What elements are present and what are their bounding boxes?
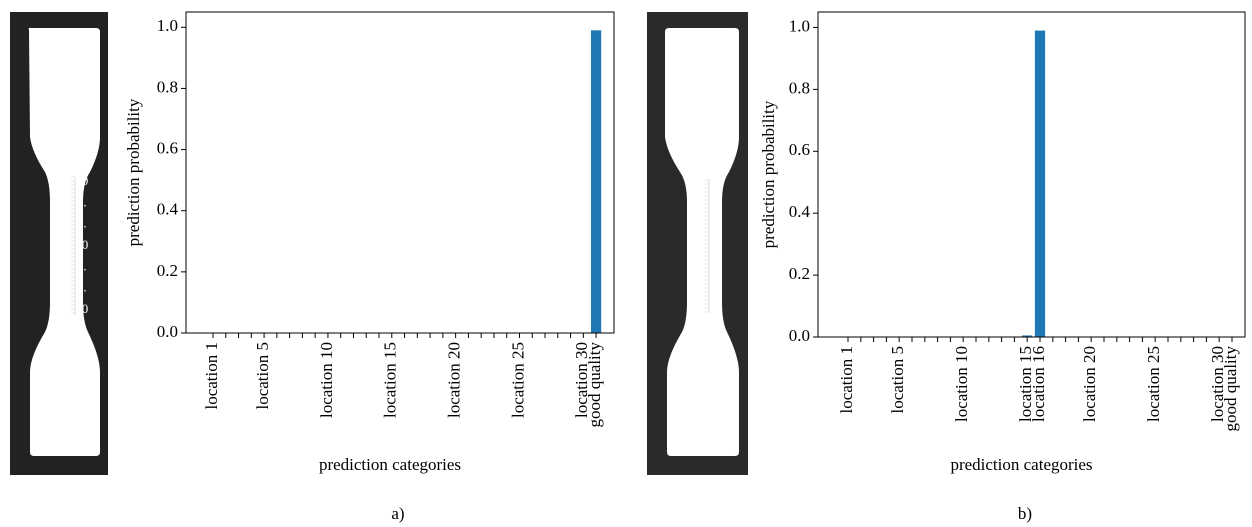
x-tick-label: good quality [1221,346,1240,432]
specimen-label: . [717,257,720,272]
specimen-label: . [83,280,86,295]
x-tick-label: location 25 [508,342,527,418]
specimen-image: 0.. 1.. 0 [647,12,748,475]
y-tick-label: 0.6 [789,140,810,159]
y-axis-label: prediction probability [124,98,143,246]
plot-frame [817,11,1246,338]
x-tick-label: location 15 [1016,346,1035,422]
specimen-shape [665,28,739,456]
y-tick-label: 0.0 [789,326,810,345]
chart: 0.0 0.2 0.4 0.6 0.8 1.0 location 1 location 5 lo… [759,11,1246,523]
specimen-label: . [717,278,720,293]
x-tick-label: location 5 [888,346,907,414]
x-tick-label: location 20 [1080,346,1099,422]
specimen-label: . [83,216,86,231]
x-tick-label: location 20 [445,342,464,418]
specimen-label: 0 [82,301,89,316]
specimen-label: 0 [716,176,723,191]
specimen-label: . [717,217,720,232]
x-tick-label: location 1 [837,346,856,414]
specimen-label: 1 [716,237,723,252]
x-tick-label: location 5 [253,342,272,410]
caption: b) [1018,504,1032,523]
y-tick-label: 1.0 [157,16,178,35]
y-tick-label: 0.2 [157,261,178,280]
y-tick-label: 0.4 [157,200,179,219]
caption: a) [391,504,404,523]
y-tick-label: 0.8 [789,78,810,97]
x-tick-label: location 15 [381,342,400,418]
bar [1022,335,1033,337]
y-tick-label: 0.4 [789,202,811,221]
specimen-label: . [83,258,86,273]
specimen-label: . [83,194,86,209]
y-axis-label: prediction probability [759,100,778,248]
x-tick-label: location 30 [572,342,591,418]
chart: 0.0 0.2 0.4 0.6 0.8 1.0 location 1 location 5 lo… [124,11,615,523]
x-axis-label: prediction categories [950,455,1092,474]
x-tick-label: location 10 [317,342,336,418]
y-tick-label: 0.6 [157,138,178,157]
specimen-label: 0 [82,237,89,252]
specimen-shape [28,27,101,456]
x-tick-label: location 16 [1029,346,1048,422]
specimen-label: 0 [82,173,89,188]
y-tick-label: 1.0 [789,16,810,35]
y-tick-label: 0.2 [789,264,810,283]
y-tick-label: 0.8 [157,77,178,96]
x-tick-label: location 25 [1144,346,1163,422]
x-axis-label: prediction categories [319,455,461,474]
specimen-label: 0 [716,298,723,313]
bar [590,30,602,333]
y-tick-label: 0.0 [157,322,178,341]
x-tick-label: location 1 [202,342,221,410]
bar [1034,30,1046,337]
x-tick-label: location 10 [952,346,971,422]
x-tick-label: good quality [585,342,604,428]
x-tick-label: location 30 [1208,346,1227,422]
specimen-image: 0.. 0.. 0 [10,12,108,475]
specimen-label: . [717,196,720,211]
plot-frame [185,11,615,334]
